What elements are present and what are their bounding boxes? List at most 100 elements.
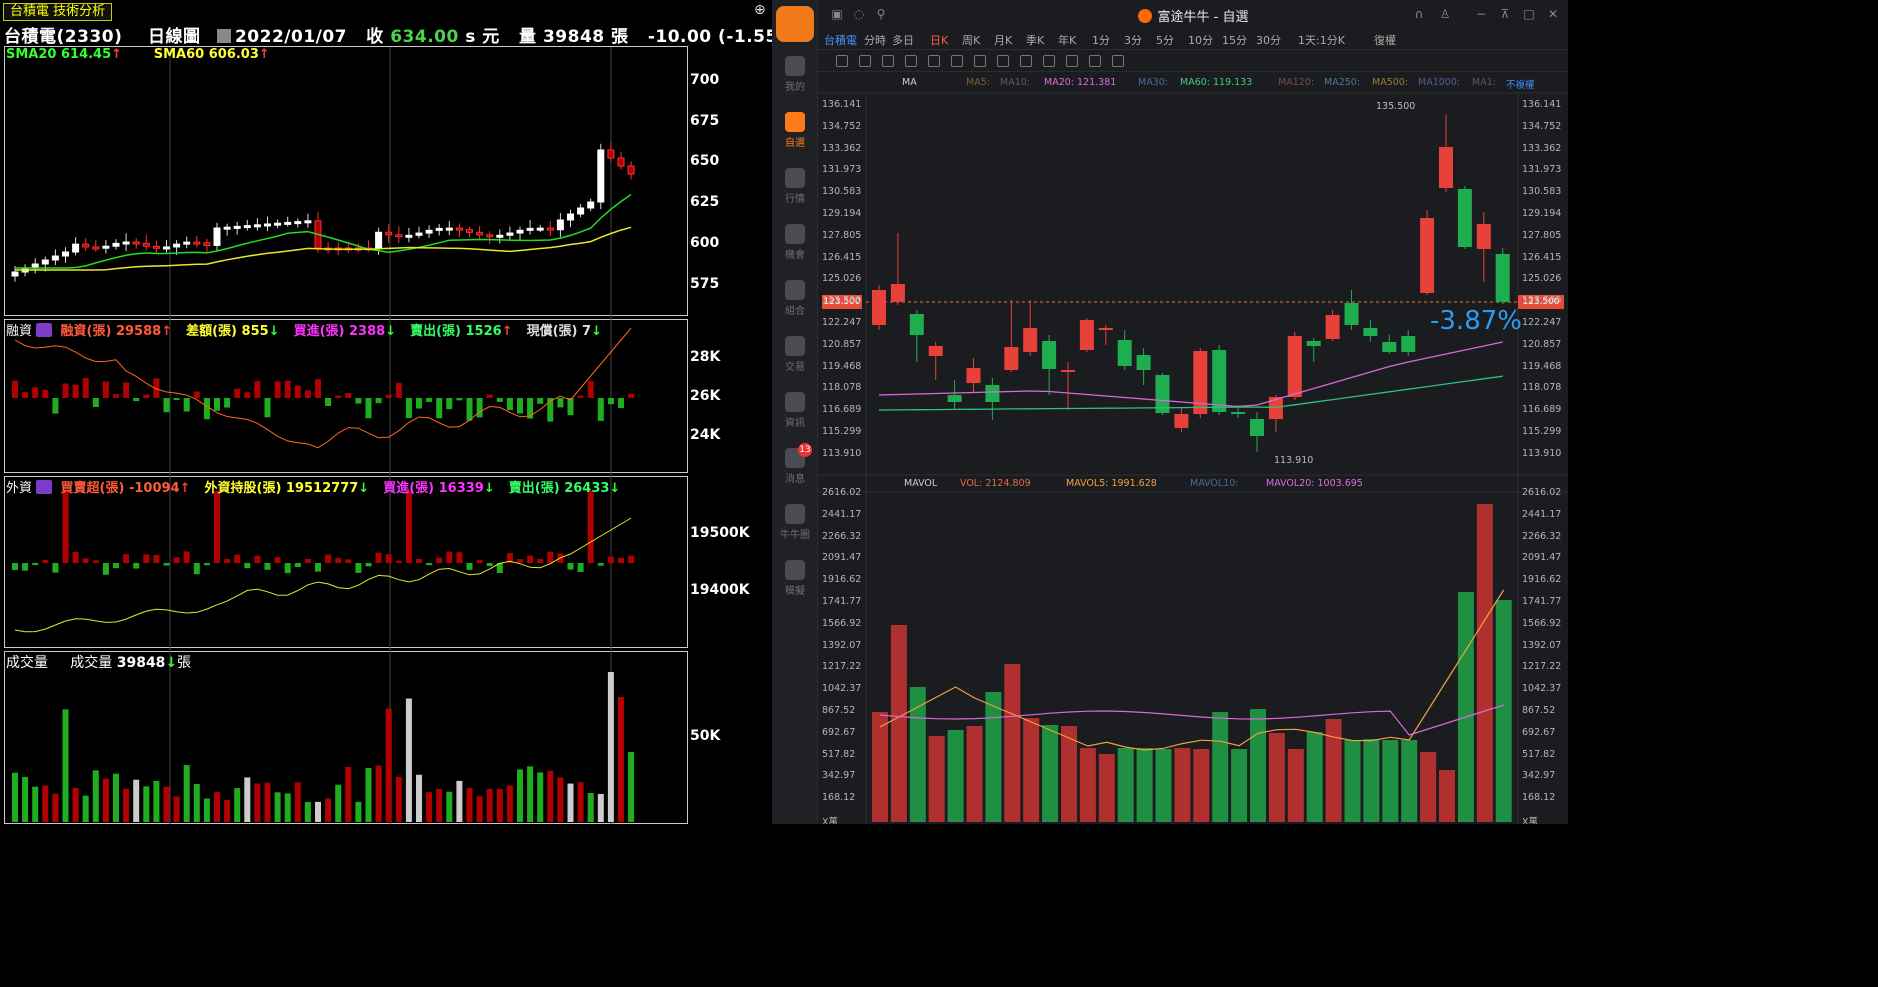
trendline-tool-icon[interactable] bbox=[859, 55, 871, 67]
foreign-bar bbox=[304, 558, 311, 563]
ma-indicator-11[interactable]: 不複權 bbox=[1506, 80, 1535, 91]
search-icon[interactable]: ⚲ bbox=[876, 7, 886, 21]
vol-indicator-3[interactable]: MAVOL10: bbox=[1190, 478, 1239, 489]
price-axis-label: 134.752 bbox=[1522, 120, 1562, 132]
tab-2[interactable]: 多日 bbox=[892, 34, 914, 47]
channel-tool-icon[interactable] bbox=[905, 55, 917, 67]
candle-body bbox=[112, 242, 120, 247]
ma-indicator-10[interactable]: MA1: bbox=[1472, 77, 1496, 88]
volume-panel[interactable] bbox=[4, 651, 688, 824]
lock-tool-icon[interactable] bbox=[1043, 55, 1055, 67]
mavol20-line bbox=[879, 704, 1504, 736]
foreign-panel[interactable] bbox=[4, 476, 688, 648]
ma-indicator-5[interactable]: MA60: 119.133 bbox=[1180, 77, 1253, 88]
futu-logo-icon[interactable] bbox=[776, 6, 814, 42]
margin-item-label: 現償(張) bbox=[526, 324, 578, 339]
sidebar-item-opportunity[interactable]: 機會 bbox=[772, 224, 818, 261]
zoom-icon[interactable]: ⊕ bbox=[754, 2, 766, 18]
sma20-label: SMA20 bbox=[6, 47, 57, 62]
sidebar-item-trade[interactable]: 交易 bbox=[772, 336, 818, 373]
sidebar-item-user[interactable]: 我的 bbox=[772, 56, 818, 93]
tab-4[interactable]: 周K bbox=[962, 34, 981, 47]
volume-bar bbox=[1439, 770, 1455, 822]
volume-bar bbox=[909, 687, 926, 822]
tab-15[interactable]: 復權 bbox=[1374, 34, 1396, 47]
crosshair-tool-icon[interactable] bbox=[836, 55, 848, 67]
tab-12[interactable]: 15分 bbox=[1222, 34, 1247, 47]
volume-axis-label: 342.97 bbox=[822, 770, 856, 782]
headset-icon[interactable]: ∩ bbox=[1414, 7, 1424, 21]
foreign-bar bbox=[496, 563, 503, 574]
margin-bar bbox=[315, 379, 321, 398]
volume-axis-label: 2616.02 bbox=[1522, 487, 1562, 498]
ma-indicator-7[interactable]: MA250: bbox=[1324, 77, 1361, 88]
ma-indicator-2[interactable]: MA10: bbox=[1000, 77, 1030, 88]
text-tool-icon[interactable] bbox=[997, 55, 1009, 67]
arrow-tool-icon[interactable] bbox=[974, 55, 986, 67]
sidebar-item-market[interactable]: 行情 bbox=[772, 168, 818, 205]
volume-bar bbox=[22, 776, 29, 822]
sidebar-item-community[interactable]: 牛牛圈 bbox=[772, 504, 818, 541]
message-badge: 13 bbox=[798, 443, 812, 457]
tab-10[interactable]: 5分 bbox=[1156, 34, 1174, 47]
price-axis-label: 122.247 bbox=[822, 317, 862, 328]
vol-indicator-2[interactable]: MAVOL5: 1991.628 bbox=[1066, 478, 1157, 489]
price-scale-675: 675 bbox=[690, 113, 720, 129]
foreign-bar bbox=[284, 563, 291, 574]
tab-6[interactable]: 季K bbox=[1026, 34, 1045, 47]
tab-1[interactable]: 分時 bbox=[864, 34, 886, 47]
foreign-bar bbox=[335, 557, 342, 563]
close-window-icon[interactable]: ✕ bbox=[1547, 7, 1559, 21]
ray-tool-icon[interactable] bbox=[882, 55, 894, 67]
close-label: 收 bbox=[366, 27, 384, 47]
measure-tool-icon[interactable] bbox=[951, 55, 963, 67]
ma-indicator-3[interactable]: MA20: 121.381 bbox=[1044, 77, 1117, 88]
shirt-icon[interactable]: ♙ bbox=[1439, 7, 1451, 21]
ma-indicator-9[interactable]: MA1000: bbox=[1418, 77, 1461, 88]
magnet-tool-icon[interactable] bbox=[1020, 55, 1032, 67]
margin-panel[interactable] bbox=[4, 319, 688, 473]
margin-menu-icon[interactable] bbox=[36, 323, 53, 337]
tab-11[interactable]: 10分 bbox=[1188, 34, 1213, 47]
vol-indicator-4[interactable]: MAVOL20: 1003.695 bbox=[1266, 478, 1363, 489]
foreign-bar bbox=[294, 563, 301, 567]
tab-0[interactable]: 台積電 bbox=[824, 34, 857, 47]
eye-tool-icon[interactable] bbox=[1066, 55, 1078, 67]
sidebar-item-watchlist[interactable]: 自選 bbox=[772, 112, 818, 149]
sidebar-item-simulate[interactable]: 模擬 bbox=[772, 560, 818, 597]
sidebar-item-news[interactable]: 資訊 bbox=[772, 392, 818, 429]
minimize-window-icon[interactable]: − bbox=[1475, 7, 1487, 21]
tab-14[interactable]: 1天:1分K bbox=[1298, 34, 1345, 47]
fib-tool-icon[interactable] bbox=[928, 55, 940, 67]
tab-5[interactable]: 月K bbox=[994, 34, 1013, 47]
vol-indicator-1[interactable]: VOL: 2124.809 bbox=[960, 478, 1031, 489]
vol-indicator-0[interactable]: MAVOL bbox=[904, 478, 938, 489]
tab-13[interactable]: 30分 bbox=[1256, 34, 1281, 47]
ma-indicator-0[interactable]: MA bbox=[902, 77, 917, 88]
margin-bar bbox=[133, 398, 140, 402]
sidebar-item-portfolio[interactable]: 組合 bbox=[772, 280, 818, 317]
hide-tool-icon[interactable] bbox=[1089, 55, 1101, 67]
notebook-icon[interactable]: ▣ bbox=[831, 7, 843, 21]
tab-8[interactable]: 1分 bbox=[1092, 34, 1110, 47]
foreign-menu-icon[interactable] bbox=[36, 480, 53, 494]
delete-tool-icon[interactable] bbox=[1112, 55, 1124, 67]
bell-icon[interactable]: ◌ bbox=[853, 7, 865, 21]
chart-type-dropdown[interactable] bbox=[216, 29, 231, 43]
margin-bar bbox=[426, 398, 433, 402]
ma-indicator-1[interactable]: MA5: bbox=[966, 77, 990, 88]
foreign-bar bbox=[436, 557, 443, 563]
ma-indicator-4[interactable]: MA30: bbox=[1138, 77, 1168, 88]
pin-icon[interactable]: ⊼ bbox=[1500, 7, 1510, 21]
volume-bar bbox=[315, 801, 321, 822]
tab-3[interactable]: 日K bbox=[930, 34, 949, 47]
tab-technical-analysis[interactable]: 台積電 技術分析 bbox=[3, 3, 113, 21]
ma-indicator-6[interactable]: MA120: bbox=[1278, 77, 1315, 88]
tab-7[interactable]: 年K bbox=[1058, 34, 1077, 47]
candle-body bbox=[486, 234, 494, 238]
ma-indicator-8[interactable]: MA500: bbox=[1372, 77, 1409, 88]
maximize-window-icon[interactable]: □ bbox=[1523, 7, 1535, 21]
tab-9[interactable]: 3分 bbox=[1124, 34, 1142, 47]
price-panel[interactable] bbox=[4, 46, 688, 316]
price-axis-label: 123.500 bbox=[1522, 295, 1562, 307]
